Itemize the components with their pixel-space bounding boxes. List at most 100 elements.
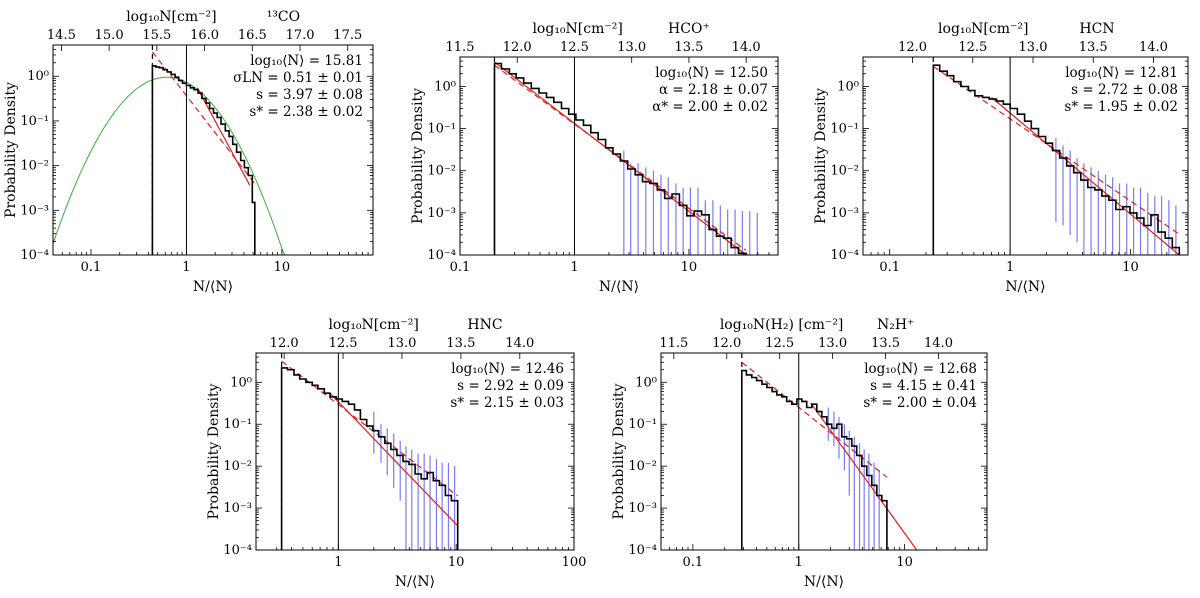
y-tick-label: 10⁻¹ [628,417,657,432]
top-tick-label: 15.0 [95,28,124,43]
powerlaw-fit-dashed [741,361,888,478]
x-tick-label: 100 [562,555,587,570]
top-tick-label: 13.5 [1079,40,1108,55]
powerlaw-fit-solid [810,402,918,550]
axes-frame [862,56,1189,256]
histogram-step [932,64,1181,255]
x-tick-label: 0.1 [81,260,102,275]
stat-annotation: s* = 2.38 ± 0.02 [249,104,363,120]
y-tick-label: 10⁻² [830,164,859,179]
powerlaw-fit-dashed [494,64,747,251]
plot-area [493,57,758,255]
top-axis-label: log₁₀N(H₂) [cm⁻²] [720,317,844,333]
y-axis-label: Probability Density [206,383,222,519]
stat-annotation: log₁₀⟨N⟩ = 12.81 [1065,65,1178,81]
y-tick-label: 10⁻³ [830,206,859,221]
x-tick-label: 10 [274,260,291,275]
stat-annotation: s = 2.72 ± 0.08 [1071,82,1178,98]
stat-annotation: s = 3.97 ± 0.08 [256,87,363,103]
molecule-label: HCO⁺ [668,21,710,37]
top-tick-label: 12.5 [958,40,987,55]
y-tick-label: 10⁰ [434,79,456,94]
y-tick-label: 10⁻² [628,459,657,474]
y-tick-label: 10⁻³ [628,501,657,516]
stat-annotation: log₁₀⟨N⟩ = 15.81 [250,53,363,69]
top-tick-label: 14.0 [732,40,761,55]
stat-annotation: log₁₀⟨N⟩ = 12.46 [451,361,564,377]
lognormal-fit-line [53,76,287,255]
plot-area [280,353,459,550]
y-tick-label: 10⁻³ [427,206,456,221]
x-tick-label: 1 [182,260,190,275]
y-tick-label: 10⁻¹ [20,114,49,129]
y-tick-label: 10⁻² [427,164,456,179]
axes-frame [52,44,374,256]
panel-hcoplus: 0.1 1 10 10⁻⁴ 10⁻³ 10⁻² 10⁻¹ 10⁰ 11.5 12.0 12.5 13.… [410,21,779,295]
x-tick-label: 10 [1122,260,1139,275]
x-axis-label: N/⟨N⟩ [395,574,435,590]
top-tick-label: 13.0 [388,336,417,351]
plot-area [932,57,1181,255]
panel-hcn: 0.1 1 10 10⁻⁴ 10⁻³ 10⁻² 10⁻¹ 10⁰ 12.0 12.5 13.0 13.… [813,21,1189,295]
powerlaw-fit-solid [991,96,1180,255]
y-tick-label: 10⁻² [20,159,49,174]
top-tick-label: 17.5 [333,28,362,43]
top-tick-label: 16.5 [238,28,267,43]
top-tick-label: 14.5 [47,28,76,43]
x-tick-label: 0.1 [879,260,900,275]
top-tick-label: 15.5 [142,28,171,43]
x-tick-label: 1 [334,555,342,570]
histogram-step [741,369,888,550]
y-tick-label: 10⁻¹ [427,122,456,137]
y-tick-label: 10⁰ [635,375,657,390]
plot-area [741,353,918,550]
y-tick-label: 10⁻⁴ [427,248,456,263]
top-tick-label: 14.0 [505,336,534,351]
molecule-label: HCN [1079,21,1114,37]
top-axis-label: log₁₀N[cm⁻²] [328,317,418,333]
top-tick-label: 14.0 [1139,40,1168,55]
top-tick-label: 13.5 [674,40,703,55]
x-tick-label: 1 [570,260,578,275]
y-tick-label: 10⁻⁴ [20,248,49,263]
x-tick-label: 1 [1006,260,1014,275]
axes-frame [459,56,779,256]
y-tick-label: 10⁻¹ [223,417,252,432]
y-tick-label: 10⁻⁴ [223,543,252,558]
top-tick-label: 14.0 [924,336,953,351]
y-tick-label: 10⁻² [223,459,252,474]
y-tick-label: 10⁰ [230,375,252,390]
top-tick-label: 13.5 [871,336,900,351]
x-axis-label: N/⟨N⟩ [804,574,844,590]
x-axis-label: N/⟨N⟩ [193,279,233,295]
stat-annotation: α = 2.18 ± 0.07 [659,82,768,98]
x-tick-label: 0.1 [683,555,704,570]
histogram-step [151,65,256,255]
stat-annotation: α* = 2.00 ± 0.02 [652,99,768,115]
x-axis-label: N/⟨N⟩ [599,279,639,295]
top-tick-label: 17.0 [286,28,315,43]
top-tick-label: 12.0 [898,40,927,55]
histogram-step [493,62,747,255]
axes-frame [255,352,575,551]
y-tick-label: 10⁻¹ [830,122,859,137]
powerlaw-fit-dashed [151,51,256,185]
top-tick-label: 11.5 [446,40,475,55]
stat-annotation: s* = 2.15 ± 0.03 [450,395,564,411]
powerlaw-fit-solid [329,392,459,527]
x-tick-label: 10 [896,555,913,570]
plot-area [53,45,287,255]
x-axis-label: N/⟨N⟩ [1005,279,1045,295]
panel-n2hplus: 0.1 1 10 10⁻⁴ 10⁻³ 10⁻² 10⁻¹ 10⁰ 11.5 12.0 12.5 13.… [611,317,988,590]
y-tick-label: 10⁻⁴ [830,248,859,263]
y-tick-label: 10⁻⁴ [628,543,657,558]
top-axis-label: log₁₀N[cm⁻²] [126,9,216,25]
y-tick-label: 10⁰ [837,79,859,94]
powerlaw-fit-solid [196,87,251,186]
y-tick-label: 10⁰ [27,69,49,84]
top-tick-label: 11.5 [659,336,688,351]
panel-hnc: 1 10 100 10⁻⁴ 10⁻³ 10⁻² 10⁻¹ 10⁰ 12.0 12.5 13.0 13.… [206,317,586,590]
stat-annotation: log₁₀⟨N⟩ = 12.68 [864,361,977,377]
top-axis-label: log₁₀N[cm⁻²] [532,21,622,37]
